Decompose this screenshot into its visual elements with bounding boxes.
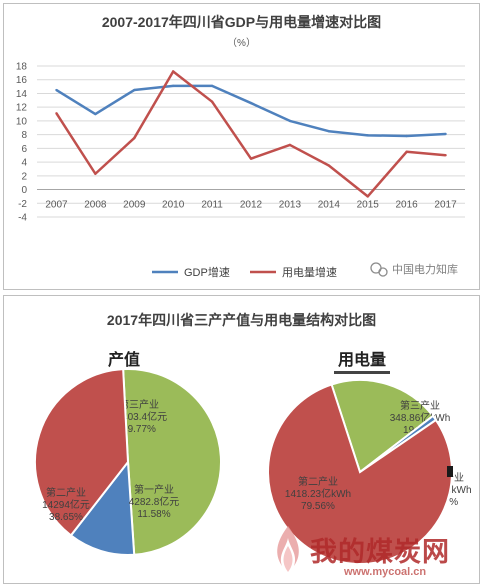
y-tick-label: 0 (21, 185, 27, 196)
series-1-point (210, 84, 214, 88)
series-1-point (133, 88, 136, 92)
series-1-point (288, 119, 292, 123)
y-tick-label: -4 (18, 213, 27, 224)
y-tick-label: -2 (18, 199, 27, 210)
pie-power-label-1-value: 348.86亿kWh (390, 411, 451, 424)
series-1-point (171, 84, 175, 88)
legend-label-1: GDP增速 (184, 265, 230, 279)
series-2-point (327, 164, 331, 167)
pie-power-label-1-name: 第三产业 (400, 399, 440, 412)
series-1-point (405, 134, 408, 138)
x-tick-label: 2017 (434, 199, 457, 210)
pie-chart-panel: 2017年四川省三产产值与用电量结构对比图 产值 用电量 第三产业 18403.4… (3, 295, 480, 584)
site-watermark: 我的煤炭网 www.mycoal.cn (268, 520, 480, 584)
x-tick-label: 2011 (201, 199, 223, 210)
pie-heading-power-text: 用电量 (338, 352, 387, 369)
line-chart-unit: （%） (227, 38, 256, 49)
series-1-point (94, 112, 97, 116)
x-tick-label: 2016 (396, 199, 419, 210)
flame-logo-icon (277, 526, 299, 572)
x-tick-label: 2008 (84, 199, 107, 210)
pie-output-label-1-name: 第三产业 (119, 398, 159, 411)
pie-heading-power: 用电量 (334, 346, 391, 374)
legend-label-2: 用电量增速 (282, 265, 337, 279)
pie-output-label-2-percent: 11.58% (137, 509, 170, 520)
pie-power-slice-3 (267, 383, 453, 565)
x-tick-label: 2010 (162, 199, 185, 210)
x-tick-label: 2009 (123, 199, 146, 210)
pie-power-label-3-percent: 79.56% (301, 501, 335, 512)
series-2-point (405, 150, 408, 153)
y-tick-label: 12 (16, 103, 28, 114)
pie-output-label-1-percent: 49.77% (122, 424, 156, 435)
series-line-2 (55, 70, 446, 198)
x-tick-label: 2013 (279, 199, 302, 210)
x-tick-label: 2007 (45, 199, 68, 210)
series-2-point (55, 112, 58, 115)
series-2-point (366, 195, 369, 198)
pie-charts: 第三产业18403.4亿元49.77%第一产业4282.8亿元11.58%第二产… (34, 368, 472, 565)
pie-power-slice-1 (330, 379, 435, 474)
pie-output-label-3-percent: 38.65% (49, 512, 83, 523)
pie-chart-title: 2017年四川省三产产值与用电量结构对比图 (106, 312, 377, 328)
series-1-point (55, 88, 58, 92)
pie-output-label-2-value: 4282.8亿元 (129, 495, 180, 508)
series-2-point (94, 172, 97, 175)
y-tick-label: 10 (16, 116, 28, 127)
y-tick-label: 8 (21, 130, 27, 141)
series-2-point (288, 143, 292, 147)
y-tick-label: 18 (16, 62, 28, 73)
y-tick-label: 6 (21, 144, 27, 155)
line-chart-panel: 2007-2017年四川省GDP与用电量增速对比图 （%） -4 -2 0 2 4 6 8 1… (3, 3, 480, 290)
pie-power-label-3-name: 第二产业 (298, 475, 338, 488)
wechat-watermark: 中国电力知库 (370, 262, 458, 277)
line-chart-title: 2007-2017年四川省GDP与用电量增速对比图 (101, 14, 382, 30)
pie-output-slice-3 (34, 368, 130, 537)
series-2-point (444, 154, 447, 157)
y-tick-label: 14 (16, 89, 28, 100)
series-2-point (249, 157, 253, 160)
series-2-point (171, 70, 175, 73)
pie-power-label-3-value: 1418.23亿kWh (285, 487, 351, 500)
line-watermark-text: 中国电力知库 (392, 262, 458, 276)
series-1-point (327, 130, 331, 133)
x-tick-label: 2015 (357, 199, 380, 210)
x-tick-label: 2012 (240, 199, 263, 210)
x-tick-label: 2014 (318, 199, 341, 210)
pie-output-label-3-name: 第二产业 (46, 486, 86, 499)
series-1-point (444, 132, 447, 136)
pie-output-label-3-value: 14294亿元 (42, 498, 90, 511)
line-chart: -4 -2 0 2 4 6 8 10 12 14 16 18 2007 2008 2009 2010 2011 2… (16, 62, 465, 279)
site-watermark-text: 我的煤炭网 (310, 537, 450, 567)
pie-power-small-slice-marker (447, 466, 453, 477)
series-2-point (210, 100, 214, 103)
pie-output-label-2-name: 第一产业 (134, 483, 174, 496)
series-2-point (133, 136, 136, 140)
site-watermark-url: www.mycoal.cn (344, 566, 427, 578)
pie-heading-output-text: 产值 (108, 352, 141, 369)
pie-output-slice-2 (69, 459, 136, 556)
series-1-point (249, 101, 253, 105)
y-tick-label: 4 (21, 158, 27, 169)
wechat-icon-bubble (378, 267, 388, 277)
y-tick-label: 16 (16, 75, 28, 86)
series-1-point (366, 134, 369, 137)
y-tick-label: 2 (21, 171, 27, 182)
pie-output-slice-1 (122, 368, 223, 556)
